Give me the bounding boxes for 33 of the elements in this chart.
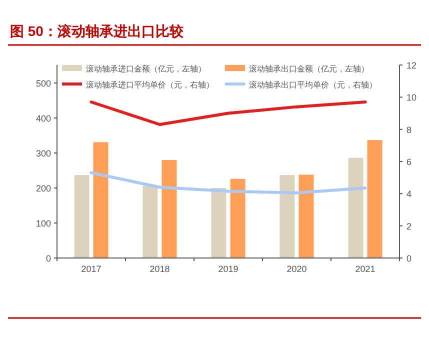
bar xyxy=(280,175,295,258)
y2-tick-label: 10 xyxy=(406,92,417,103)
bar xyxy=(367,140,382,258)
y2-tick-label: 2 xyxy=(406,221,412,232)
legend-label: 滚动轴承进口平均单价（元，右轴） xyxy=(86,80,214,90)
x-tick-label: 2018 xyxy=(150,264,170,274)
y2-tick-label: 8 xyxy=(406,124,412,135)
y-tick-label: 400 xyxy=(36,114,51,124)
bar xyxy=(142,186,158,258)
y2-tick-label: 12 xyxy=(406,60,417,70)
y-tick-label: 500 xyxy=(36,78,51,88)
x-tick-label: 2020 xyxy=(286,264,307,274)
bar xyxy=(230,178,246,258)
y-tick-label: 0 xyxy=(46,254,51,264)
y2-tick-label: 0 xyxy=(406,254,412,264)
bar xyxy=(211,188,226,258)
y2-tick-label: 6 xyxy=(406,157,412,167)
legend-label: 滚动轴承出口金额（亿元，左轴） xyxy=(249,64,369,74)
y-tick-label: 300 xyxy=(36,148,51,158)
bar xyxy=(348,158,364,258)
x-tick-label: 2019 xyxy=(218,264,238,274)
legend-label: 滚动轴承出口平均单价（元，右轴） xyxy=(249,80,377,90)
legend-label: 滚动轴承进口金额（亿元，左轴） xyxy=(86,64,206,74)
y-tick-label: 200 xyxy=(36,184,51,194)
y2-tick-label: 4 xyxy=(406,189,412,200)
bar xyxy=(74,175,90,258)
bar xyxy=(93,142,108,258)
y-tick-label: 100 xyxy=(36,218,51,228)
bar xyxy=(298,174,314,258)
chart-title: 图 50：滚动轴承进出口比较 xyxy=(10,23,184,39)
x-tick-label: 2017 xyxy=(81,264,102,274)
bar xyxy=(162,160,177,258)
x-tick-label: 2021 xyxy=(355,264,376,274)
